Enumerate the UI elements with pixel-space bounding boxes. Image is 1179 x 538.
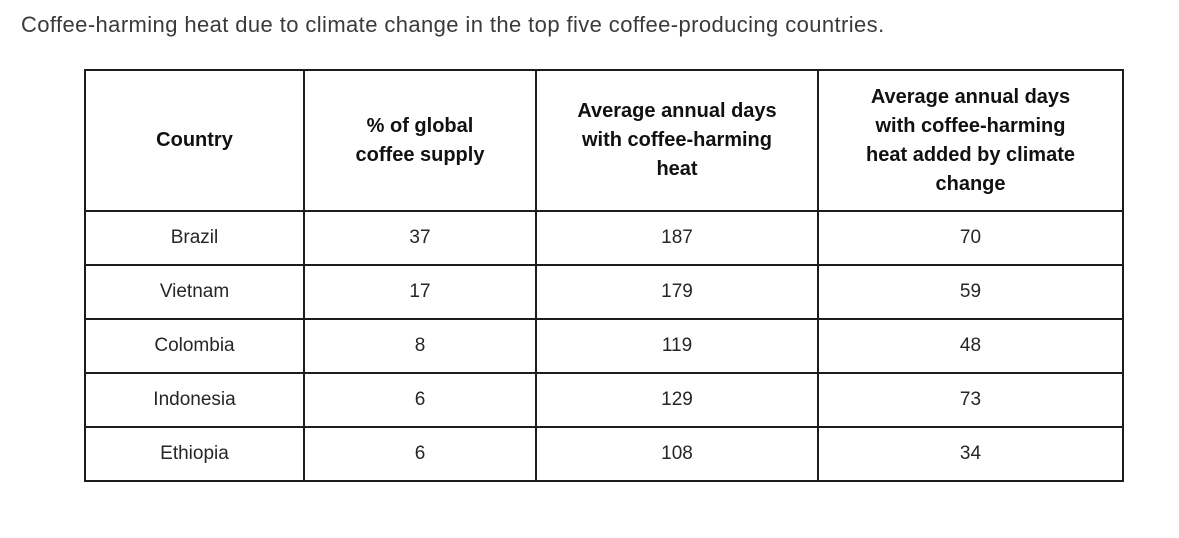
column-header-harming-heat-days: Average annual days with coffee-harming … — [535, 69, 819, 212]
cell-heat-days: 129 — [535, 372, 819, 428]
table-row-ethiopia: Ethiopia 6 108 34 — [84, 426, 1124, 482]
cell-climate-added-days: 48 — [817, 318, 1124, 374]
figure-title: Coffee-harming heat due to climate chang… — [21, 12, 885, 37]
cell-heat-days: 187 — [535, 210, 819, 266]
data-table: Country % of global coffee supply Averag… — [84, 69, 1124, 482]
table-row-colombia: Colombia 8 119 48 — [84, 318, 1124, 374]
cell-heat-days: 119 — [535, 318, 819, 374]
cell-supply-pct: 6 — [303, 426, 537, 482]
cell-supply-pct: 17 — [303, 264, 537, 320]
table-row-vietnam: Vietnam 17 179 59 — [84, 264, 1124, 320]
cell-country: Vietnam — [84, 264, 305, 320]
cell-heat-days: 179 — [535, 264, 819, 320]
cell-supply-pct: 8 — [303, 318, 537, 374]
cell-supply-pct: 37 — [303, 210, 537, 266]
header-row: Country % of global coffee supply Averag… — [84, 69, 1124, 212]
cell-heat-days: 108 — [535, 426, 819, 482]
table-row-indonesia: Indonesia 6 129 73 — [84, 372, 1124, 428]
column-header-country: Country — [84, 69, 305, 212]
cell-climate-added-days: 59 — [817, 264, 1124, 320]
column-header-global-supply: % of global coffee supply — [303, 69, 537, 212]
cell-climate-added-days: 73 — [817, 372, 1124, 428]
table-row-brazil: Brazil 37 187 70 — [84, 210, 1124, 266]
cell-country: Ethiopia — [84, 426, 305, 482]
cell-country: Indonesia — [84, 372, 305, 428]
cell-country: Brazil — [84, 210, 305, 266]
cell-supply-pct: 6 — [303, 372, 537, 428]
cell-country: Colombia — [84, 318, 305, 374]
cell-climate-added-days: 34 — [817, 426, 1124, 482]
cell-climate-added-days: 70 — [817, 210, 1124, 266]
column-header-climate-added-days: Average annual days with coffee-harming … — [817, 69, 1124, 212]
